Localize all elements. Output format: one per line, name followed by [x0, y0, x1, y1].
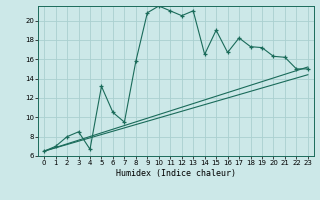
- X-axis label: Humidex (Indice chaleur): Humidex (Indice chaleur): [116, 169, 236, 178]
